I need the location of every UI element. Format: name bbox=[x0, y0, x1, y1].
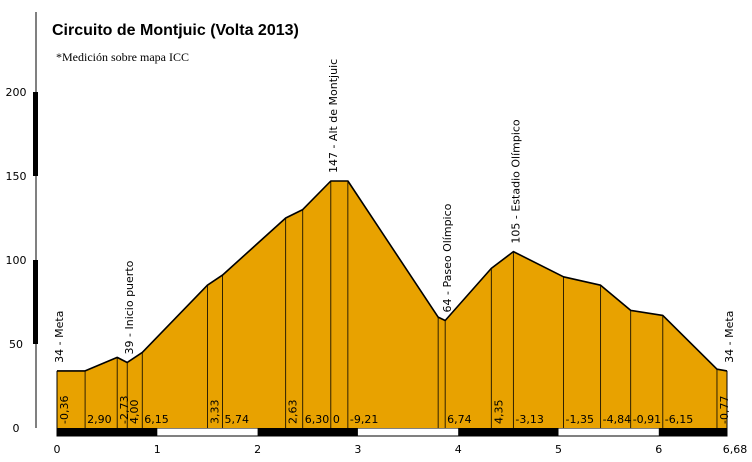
segment-grade-label: 3,33 bbox=[208, 400, 221, 425]
elevation-area bbox=[56, 180, 728, 428]
x-axis-band-outline bbox=[56, 427, 728, 437]
segment-grade-label: -6,15 bbox=[665, 413, 693, 426]
x-tick-label: 5 bbox=[555, 443, 562, 456]
chart-subtitle: *Medición sobre mapa ICC bbox=[56, 50, 189, 64]
y-axis-band bbox=[33, 92, 38, 176]
segment-grade-label: -0,36 bbox=[58, 396, 71, 424]
segment-grades: -0,36 2,90 -2,734,00 6,15 3,33 5,74 2,63 6,30 0-… bbox=[58, 396, 731, 426]
y-axis: 0 50 100 150 200 bbox=[6, 12, 38, 435]
segment-grade-label: -3,13 bbox=[515, 413, 543, 426]
segment-grade-label: -1,35 bbox=[566, 413, 594, 426]
segment-grade-label: 4,35 bbox=[492, 400, 505, 424]
segment-grade-label: 2,63 bbox=[287, 400, 300, 425]
x-axis-band bbox=[458, 428, 559, 436]
segment-grade-label: -0,77 bbox=[718, 396, 731, 424]
y-tick-label: 150 bbox=[6, 170, 27, 183]
segment-grade-label: 6,74 bbox=[447, 413, 472, 426]
segment-grade-label: -9,21 bbox=[350, 413, 378, 426]
x-axis-band bbox=[57, 428, 158, 436]
segment-grade-label: 0 bbox=[333, 413, 340, 426]
segment-grade-label: 4,00 bbox=[128, 400, 141, 425]
elevation-line bbox=[57, 180, 728, 372]
annotation-label: 39 - Inicio puerto bbox=[123, 260, 136, 354]
x-tick-label: 6 bbox=[655, 443, 662, 456]
x-axis-band bbox=[257, 428, 358, 436]
x-tick-label: 1 bbox=[154, 443, 161, 456]
y-tick-label: 0 bbox=[13, 422, 20, 435]
annotation-label: 64 - Paseo Olímpico bbox=[441, 203, 454, 312]
elevation-fill bbox=[57, 181, 727, 428]
segment-grade-label: 2,90 bbox=[87, 413, 112, 426]
x-tick-label: 2 bbox=[254, 443, 261, 456]
y-tick-label: 50 bbox=[9, 338, 23, 351]
segment-grade-label: 6,30 bbox=[305, 413, 330, 426]
segment-grade-label: -0,91 bbox=[633, 413, 661, 426]
annotation-label: 105 - Estadio Olímpico bbox=[509, 119, 522, 244]
chart-title: Circuito de Montjuic (Volta 2013) bbox=[52, 22, 299, 39]
point-annotations: 34 - Meta 39 - Inicio puerto 147 - Alt de … bbox=[53, 59, 736, 363]
segment-grade-label: 5,74 bbox=[224, 413, 249, 426]
segment-grade-label: -4,84 bbox=[603, 413, 631, 426]
y-axis-band bbox=[33, 260, 38, 344]
y-tick-label: 200 bbox=[6, 86, 27, 99]
annotation-label: 147 - Alt de Montjuic bbox=[327, 59, 340, 173]
segment-grade-label: -2,73 bbox=[118, 396, 131, 424]
x-axis-band bbox=[658, 428, 727, 436]
annotation-label: 34 - Meta bbox=[723, 311, 736, 363]
y-tick-label: 100 bbox=[6, 254, 27, 267]
x-axis: 0 1 2 3 4 5 6 6,68 bbox=[54, 427, 748, 456]
segment-grade-label: 6,15 bbox=[144, 413, 169, 426]
x-tick-label: 4 bbox=[455, 443, 462, 456]
x-tick-label: 3 bbox=[354, 443, 361, 456]
x-tick-label: 6,68 bbox=[723, 443, 748, 456]
x-tick-label: 0 bbox=[54, 443, 61, 456]
annotation-label: 34 - Meta bbox=[53, 311, 66, 363]
